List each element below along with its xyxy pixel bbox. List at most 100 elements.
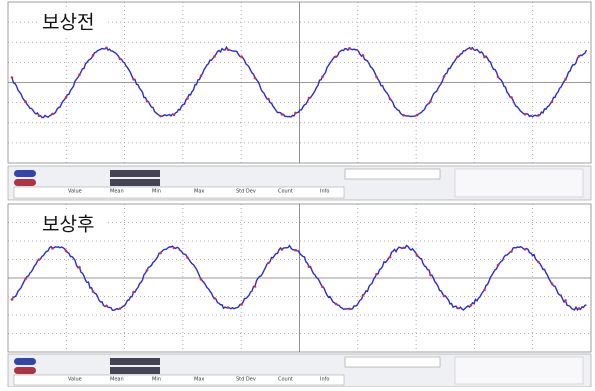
- waveform-sample: [335, 303, 338, 306]
- waveform-sample: [105, 46, 108, 49]
- waveform-sample: [578, 55, 581, 58]
- panel-title: 보상전: [42, 12, 94, 34]
- waveform-sample: [65, 96, 68, 99]
- waveform-sample: [564, 78, 567, 81]
- waveform-sample: [321, 286, 324, 289]
- waveform-sample: [65, 250, 68, 253]
- waveform-sample: [173, 247, 176, 250]
- waveform-sample: [24, 278, 27, 281]
- scale-box: [110, 367, 160, 374]
- waveform-sample: [321, 75, 324, 78]
- waveform-sample: [254, 77, 257, 80]
- waveform-sample: [551, 282, 554, 285]
- waveform-sample: [119, 307, 122, 310]
- waveform-sample: [456, 55, 459, 58]
- waveform-sample: [240, 303, 243, 306]
- waveform-sample: [524, 113, 527, 116]
- measure-header: Info: [320, 377, 329, 383]
- measure-header: Min: [152, 189, 161, 195]
- waveform-sample: [159, 115, 162, 118]
- waveform-sample: [483, 289, 486, 292]
- waveform-sample: [483, 56, 486, 59]
- trigger-box: [345, 357, 440, 367]
- waveform-sample: [362, 294, 365, 297]
- measure-table: [14, 187, 344, 198]
- scale-box: [110, 358, 160, 365]
- waveform-sample: [38, 114, 41, 117]
- panel-title: 보상후: [42, 214, 94, 236]
- waveform-sample: [429, 100, 432, 103]
- measure-header: Info: [320, 189, 329, 195]
- waveform-sample: [267, 98, 270, 101]
- waveform-sample: [294, 112, 297, 115]
- measure-header: Mean: [110, 377, 124, 383]
- waveform-sample: [443, 295, 446, 298]
- measure-header: Max: [194, 377, 204, 383]
- waveform-sample: [92, 54, 95, 57]
- measure-header: Value: [68, 189, 82, 195]
- waveform-sample: [375, 273, 378, 276]
- waveform-sample: [429, 274, 432, 277]
- waveform-sample: [38, 258, 41, 261]
- waveform-sample: [578, 307, 581, 310]
- waveform-sample: [11, 298, 14, 301]
- waveform-sample: [564, 299, 567, 302]
- waveform-sample: [213, 297, 216, 300]
- info-box: [455, 357, 583, 384]
- measure-header: Mean: [110, 189, 124, 195]
- waveform-sample: [146, 100, 149, 103]
- measure-header: Std Dev: [236, 377, 256, 383]
- measure-header: Min: [152, 377, 161, 383]
- measure-header: Value: [68, 377, 82, 383]
- waveform-sample: [227, 306, 230, 309]
- waveform-sample: [294, 249, 297, 252]
- waveform-sample: [308, 265, 311, 268]
- channel-pill: [14, 179, 36, 186]
- waveform-sample: [537, 261, 540, 264]
- waveform-sample: [11, 76, 14, 79]
- waveform-sample: [146, 269, 149, 272]
- waveform-sample: [51, 113, 54, 116]
- measure-header: Count: [278, 189, 293, 195]
- waveform-sample: [497, 264, 500, 267]
- waveform-sample: [402, 114, 405, 117]
- waveform-sample: [362, 54, 365, 57]
- waveform-sample: [213, 55, 216, 58]
- waveform-sample: [456, 307, 459, 310]
- waveform-sample: [470, 304, 473, 307]
- waveform-sample: [281, 248, 284, 251]
- waveform-sample: [78, 73, 81, 76]
- waveform-sample: [186, 97, 189, 100]
- waveform-sample: [132, 78, 135, 81]
- waveform-sample: [402, 246, 405, 249]
- trigger-box: [345, 169, 440, 179]
- channel-pill: [14, 170, 36, 177]
- waveform-sample: [308, 97, 311, 100]
- waveform-sample: [24, 100, 27, 103]
- waveform-sample: [254, 285, 257, 288]
- waveform-sample: [227, 48, 230, 51]
- info-box: [455, 169, 583, 197]
- channel-pill: [14, 358, 36, 365]
- waveform-sample: [497, 76, 500, 79]
- waveform-sample: [119, 58, 122, 61]
- waveform-sample: [389, 256, 392, 259]
- waveform-sample: [78, 266, 81, 269]
- waveform-sample: [348, 308, 351, 311]
- waveform-sample: [51, 247, 54, 250]
- waveform-sample: [200, 74, 203, 77]
- waveform-sample: [510, 250, 513, 253]
- oscilloscope-screenshot: 보상전 Value Mean Min Max Std Dev Count Info 보상후 Val…: [0, 0, 595, 387]
- waveform-sample: [416, 254, 419, 257]
- waveform-sample: [92, 290, 95, 293]
- measure-table: [14, 375, 344, 385]
- waveform-sample: [267, 262, 270, 265]
- scale-box: [110, 179, 160, 186]
- waveform-sample: [348, 47, 351, 50]
- measure-header: Std Dev: [236, 189, 256, 195]
- waveform-sample: [132, 291, 135, 294]
- waveform-sample: [281, 113, 284, 116]
- waveform-sample: [240, 55, 243, 58]
